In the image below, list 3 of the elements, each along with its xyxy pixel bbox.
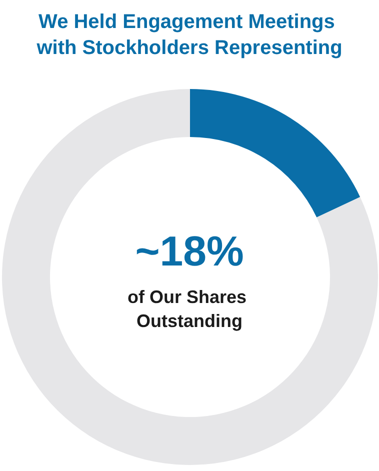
text: ~18% <box>135 228 244 274</box>
chart-title: We Held Engagement Meetings with Stockholders Representing <box>36 11 342 59</box>
text: of Our Shares Outstanding <box>127 287 252 331</box>
